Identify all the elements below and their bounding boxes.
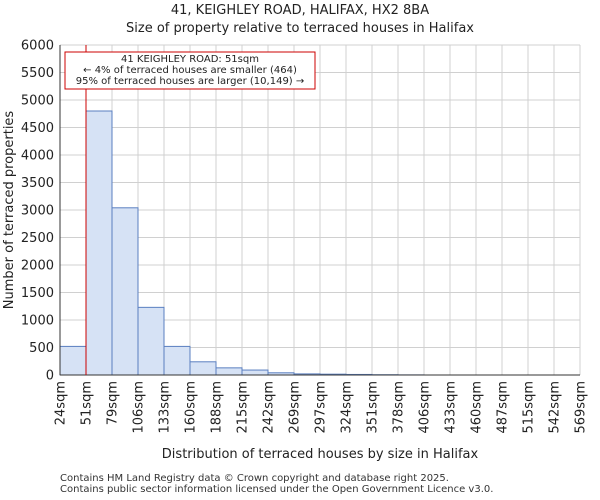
x-tick-label: 569sqm [574,381,589,434]
annotation-line-2: ← 4% of terraced houses are smaller (464… [83,65,297,76]
y-tick-label: 4500 [21,121,54,136]
x-tick-label: 51sqm [80,381,95,425]
annotation-rect [64,51,316,90]
x-tick-label: 542sqm [548,381,563,434]
bar-106sqm [137,306,165,376]
annotation-box: 41 KEIGHLEY ROAD: 51sqm ← 4% of terraced… [64,51,316,90]
x-tick-label: 106sqm [132,381,147,434]
x-tick-label: 460sqm [470,381,485,434]
chart-title: 41, KEIGHLEY ROAD, HALIFAX, HX2 8BA [170,3,430,18]
chart-subtitle: Size of property relative to terraced ho… [126,21,474,36]
y-tick-label: 3000 [21,204,54,219]
y-axis-label: Number of terraced properties [2,111,17,310]
y-tick-label: 6000 [21,39,54,54]
x-tick-label: 297sqm [314,381,329,434]
x-tick-label: 215sqm [236,381,251,434]
axes [59,45,580,376]
x-tick-label: 160sqm [184,381,199,434]
y-tick-label: 0 [46,369,54,384]
y-tick-label: 5000 [21,94,54,109]
y-tick-label: 1500 [21,286,54,301]
x-tick-label: 24sqm [54,381,69,425]
annotation-line-3: 95% of terraced houses are larger (10,14… [76,76,305,87]
x-tick-label: 188sqm [210,381,225,434]
y-tick-label: 3500 [21,176,54,191]
bar-160sqm [189,361,217,376]
x-tick-label: 351sqm [366,381,381,434]
x-tick-label: 324sqm [340,381,355,434]
x-tick-label: 487sqm [496,381,511,434]
x-tick-label: 433sqm [444,381,459,434]
y-tick-labels: 0 500 1000 1500 2000 2500 3000 3500 4000 4500 5000… [21,39,54,384]
x-tick-label: 79sqm [106,381,121,425]
annotation-line-1: 41 KEIGHLEY ROAD: 51sqm [121,54,259,65]
y-tick-label: 500 [29,341,54,356]
bar-79sqm [111,207,139,376]
x-tick-label: 378sqm [392,381,407,434]
y-tick-label: 2500 [21,231,54,246]
x-tick-label: 242sqm [262,381,277,434]
x-tick-label: 406sqm [418,381,433,434]
x-tick-label: 133sqm [158,381,173,434]
x-tick-labels: 24sqm 51sqm 79sqm 106sqm 133sqm 160sqm 188sqm 2… [54,381,589,434]
bar-133sqm [163,345,191,376]
x-axis-label: Distribution of terraced houses by size … [162,447,479,462]
x-tick-label: 515sqm [522,381,537,434]
bar-24sqm [59,345,87,376]
y-tick-label: 2000 [21,259,54,274]
footer-line-2: Contains public sector information licen… [60,484,494,495]
bar-215sqm [241,369,269,376]
y-tick-label: 5500 [21,66,54,81]
bar-51sqm [85,110,113,376]
y-tick-label: 1000 [21,314,54,329]
footer-line-1: Contains HM Land Registry data © Crown c… [60,473,449,484]
bar-188sqm [215,367,243,376]
x-tick-label: 269sqm [288,381,303,434]
y-tick-label: 4000 [21,149,54,164]
